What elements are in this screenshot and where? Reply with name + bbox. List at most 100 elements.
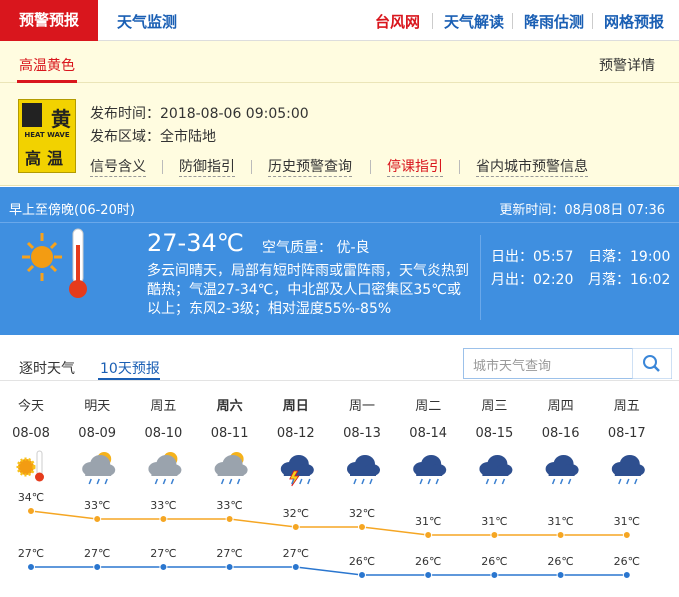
- rain: [228, 478, 233, 485]
- icon-name: 高温: [24, 149, 69, 168]
- search-button[interactable]: [632, 348, 672, 379]
- day-label: 周日: [283, 399, 309, 414]
- thermometer-bulb: [35, 472, 44, 482]
- rain: [154, 478, 159, 485]
- low-label: 26℃: [481, 555, 507, 568]
- nav-link[interactable]: 天气解读: [444, 13, 505, 31]
- nav-link[interactable]: 网格预报: [604, 13, 665, 31]
- high-label: 31℃: [547, 515, 573, 528]
- nav-link[interactable]: 台风网: [375, 13, 421, 31]
- weather-icon: [214, 452, 248, 485]
- day-label: 周五: [150, 399, 176, 414]
- cloud: [151, 468, 178, 476]
- weather-icon: [280, 455, 314, 487]
- weather-icon: [16, 450, 44, 482]
- rain: [96, 478, 100, 485]
- nav-bar: [0, 0, 679, 41]
- warning-tab[interactable]: 高温黄色: [19, 58, 75, 74]
- high-point: [490, 531, 499, 539]
- warning-link[interactable]: 信号含义: [90, 159, 146, 177]
- weather-icon: [148, 452, 182, 485]
- rain: [353, 478, 357, 485]
- cloud: [85, 468, 112, 476]
- day-label: 周六: [217, 398, 243, 414]
- high-label: 31℃: [481, 515, 507, 528]
- nav-tab[interactable]: 天气监测: [117, 13, 178, 31]
- low-point: [93, 563, 102, 571]
- rain: [551, 478, 556, 485]
- rain: [220, 478, 225, 485]
- rain: [291, 478, 295, 485]
- rain: [299, 478, 303, 485]
- sun: [31, 246, 53, 268]
- high-point: [358, 523, 366, 531]
- moonrise: 月出：02:20: [491, 272, 574, 288]
- warning-link[interactable]: 停课指引: [387, 159, 443, 177]
- weather-icon: [413, 455, 447, 485]
- separator: [251, 160, 252, 174]
- cloud: [482, 468, 509, 476]
- date-label: 08-12: [277, 426, 315, 441]
- high-label: 34℃: [18, 491, 44, 504]
- day-label: 周三: [481, 399, 507, 414]
- date-label: 08-10: [145, 426, 183, 441]
- low-point: [159, 563, 168, 571]
- warning-link[interactable]: 历史预警查询: [268, 159, 352, 177]
- thermometer-bulb: [69, 280, 87, 298]
- date-label: 08-13: [343, 426, 381, 441]
- cloud: [548, 468, 575, 476]
- high-point: [159, 515, 168, 523]
- rain: [501, 478, 506, 485]
- separator: [512, 13, 513, 29]
- cloud: [217, 468, 244, 476]
- separator: [592, 13, 593, 29]
- tab-active[interactable]: 10天预报: [100, 361, 160, 377]
- rain: [634, 478, 638, 485]
- high-label: 32℃: [283, 507, 309, 520]
- warning-link[interactable]: 防御指引: [179, 159, 235, 177]
- high-point: [556, 531, 565, 539]
- sunrise: 日出：05:57: [491, 249, 574, 265]
- high-label: 32℃: [349, 507, 375, 520]
- warning-link[interactable]: 省内城市预警信息: [476, 159, 588, 177]
- low-label: 27℃: [18, 547, 44, 560]
- rain: [485, 478, 490, 485]
- cloud: [416, 468, 443, 476]
- rain: [618, 478, 622, 485]
- search-placeholder: 城市天气查询: [473, 359, 552, 374]
- day-label: 今天: [18, 398, 44, 414]
- details-link[interactable]: 预警详情: [599, 58, 655, 74]
- date-label: 08-15: [476, 426, 514, 441]
- rain: [427, 478, 431, 485]
- nav-link[interactable]: 降雨估测: [524, 13, 585, 31]
- low-point: [490, 571, 499, 579]
- day-label: 周一: [349, 399, 375, 414]
- cloud: [614, 468, 641, 476]
- tab[interactable]: 逐时天气: [19, 361, 75, 377]
- today-icon: [22, 228, 87, 298]
- weather-icon: [479, 455, 513, 485]
- date-label: 08-08: [12, 426, 50, 441]
- low-line: [31, 566, 627, 576]
- rain: [559, 478, 564, 485]
- low-point: [424, 571, 433, 579]
- date-label: 08-09: [78, 426, 116, 441]
- high-label: 33℃: [216, 499, 242, 512]
- separator: [162, 160, 163, 174]
- thermometer-fill: [76, 245, 80, 285]
- divider: [480, 235, 481, 320]
- nav-active-tab[interactable]: 预警预报: [0, 0, 98, 41]
- rain: [307, 478, 311, 485]
- forecast-chart: 今天 08-08 明天 08-09 周五 08-10 周六 08-11 周日 08-12 周一 08-…: [12, 398, 646, 579]
- publish-area: 发布区域：全市陆地: [90, 129, 216, 145]
- high-point: [93, 515, 102, 523]
- low-point: [358, 571, 366, 579]
- low-label: 26℃: [547, 555, 573, 568]
- publish-time: 发布时间：2018-08-06 09:05:00: [90, 106, 309, 122]
- search-icon: [643, 355, 657, 369]
- day-label: 周二: [415, 399, 441, 414]
- weather-icon: [611, 455, 645, 485]
- divider: [0, 222, 679, 223]
- low-point: [291, 563, 300, 571]
